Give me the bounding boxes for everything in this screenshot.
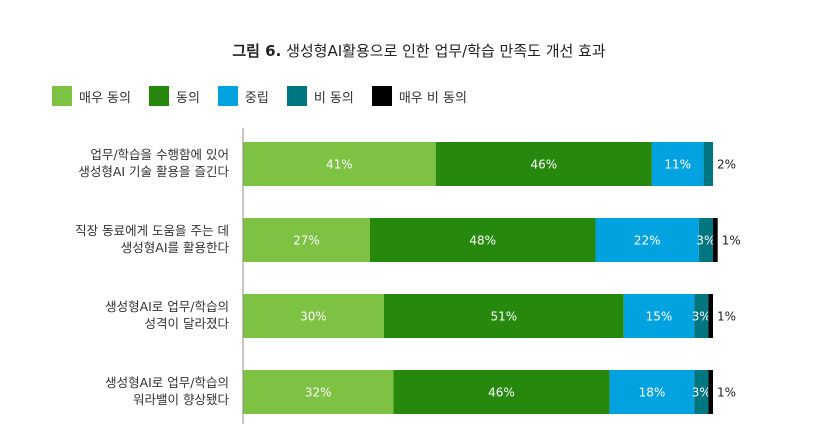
data-label: 3% xyxy=(692,386,711,400)
legend-label: 비 동의 xyxy=(313,90,354,106)
legend-swatch xyxy=(286,86,307,106)
category-label-line: 워라밸이 향상됐다 xyxy=(133,392,229,407)
data-label: 32% xyxy=(305,386,332,400)
data-label: 15% xyxy=(646,310,673,324)
data-label: 46% xyxy=(488,386,515,400)
data-label: 46% xyxy=(530,158,557,172)
bar-segment xyxy=(698,218,713,262)
data-label: 18% xyxy=(639,386,666,400)
legend-label: 매우 동의 xyxy=(79,90,131,106)
bar-segment xyxy=(243,294,384,338)
legend-item-1: 매우 동의 xyxy=(52,86,131,106)
bar-segment xyxy=(369,218,596,262)
data-label: 11% xyxy=(664,158,691,172)
bar-segment xyxy=(651,142,704,186)
data-label: 30% xyxy=(300,310,327,324)
category-label-line: 생성형AI로 업무/학습의 xyxy=(105,375,229,390)
data-label: 51% xyxy=(491,310,518,324)
bar-segment xyxy=(609,370,695,414)
outside-data-label: 1% xyxy=(717,386,736,400)
figure-title: 생성형AI활용으로 인한 업무/학습 만족도 개선 효과 xyxy=(286,42,606,60)
bar-segment xyxy=(435,142,652,186)
bar-segment xyxy=(713,218,718,262)
bar-segment xyxy=(384,294,624,338)
bar-segment xyxy=(694,294,709,338)
data-label: 41% xyxy=(326,158,353,172)
category-label-line: 생성형AI를 활용한다 xyxy=(121,240,230,255)
outside-data-label: 1% xyxy=(722,234,741,248)
data-label: 3% xyxy=(692,310,711,324)
category-label-line: 생성형AI 기술 활용을 즐긴다 xyxy=(78,164,229,179)
outside-data-label: 2% xyxy=(717,158,736,172)
chart-title: 그림 6. 생성형AI활용으로 인한 업무/학습 만족도 개선 효과 xyxy=(0,40,838,61)
legend-label: 동의 xyxy=(175,90,200,106)
bar-segment xyxy=(243,142,436,186)
data-label: 22% xyxy=(634,234,661,248)
legend-swatch xyxy=(52,86,72,106)
bar-segment xyxy=(595,218,699,262)
legend-item-5: 매우 비 동의 xyxy=(371,86,467,106)
legend-swatch xyxy=(371,86,392,106)
bar-segment xyxy=(623,294,695,338)
figure-label: 그림 6. xyxy=(232,42,282,60)
data-label: 27% xyxy=(293,234,320,248)
bar-segment xyxy=(703,142,713,186)
bar-segment xyxy=(243,218,370,262)
bar-segment xyxy=(694,370,709,414)
legend-swatch xyxy=(148,86,169,106)
category-label-line: 성격이 달라졌다 xyxy=(145,316,230,331)
legend-label: 매우 비 동의 xyxy=(398,90,467,106)
legend-item-3: 중립 xyxy=(217,86,269,106)
legend-item-4: 비 동의 xyxy=(286,86,354,106)
data-label: 3% xyxy=(696,234,715,248)
legend-label: 중립 xyxy=(244,90,269,106)
bar-segment xyxy=(708,370,713,414)
category-label-line: 생성형AI로 업무/학습의 xyxy=(105,299,229,314)
category-label-line: 업무/학습을 수행함에 있어 xyxy=(90,147,229,162)
outside-data-label: 1% xyxy=(717,310,736,324)
legend-item-2: 동의 xyxy=(148,86,200,106)
bar-segment xyxy=(708,294,713,338)
category-label-line: 직장 동료에게 도움을 주는 데 xyxy=(75,223,229,238)
legend: 매우 동의 동의 중립 비 동의 매우 비 동의 xyxy=(52,86,485,106)
data-label: 48% xyxy=(469,234,496,248)
bar-segment xyxy=(393,370,610,414)
legend-swatch xyxy=(217,86,238,106)
bar-segment xyxy=(243,370,394,414)
